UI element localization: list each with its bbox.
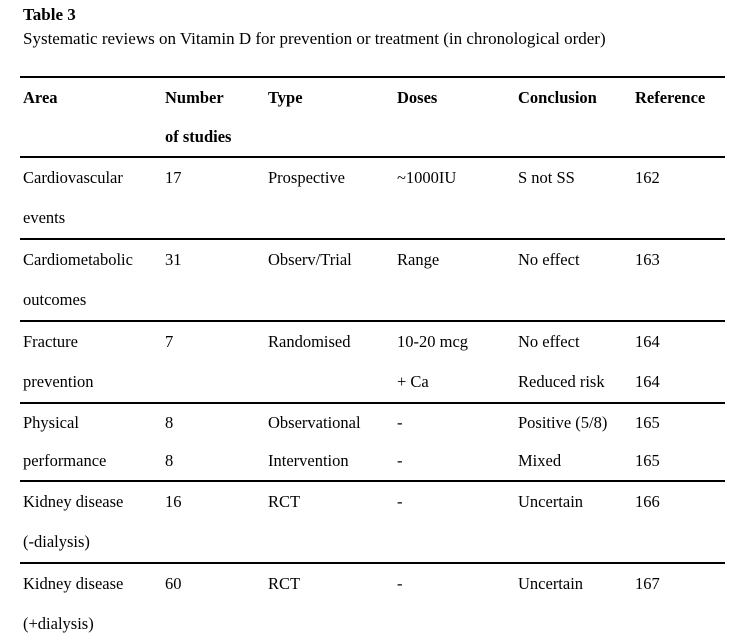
col-header-number: Number	[165, 88, 224, 107]
cell-reference	[632, 198, 725, 239]
cell-number	[162, 522, 265, 563]
cell-area: Cardiovascular	[23, 168, 123, 187]
cell-type	[265, 280, 394, 321]
cell-area: Cardiometabolic	[23, 250, 133, 269]
table-caption: Systematic reviews on Vitamin D for prev…	[23, 29, 606, 48]
table-row: Cardiometabolic 31 Observ/Trial Range No…	[20, 239, 725, 321]
cell-area: performance	[23, 451, 107, 470]
cell-number: 8	[165, 413, 174, 432]
col-header-conclusion: Conclusion	[518, 88, 597, 107]
cell-area: Fracture	[23, 332, 78, 351]
col-header-doses-2	[394, 117, 515, 157]
cell-type: Observ/Trial	[268, 250, 352, 269]
table-number: Table 3	[23, 5, 76, 24]
cell-area: Kidney disease	[23, 492, 124, 511]
cell-area: events	[23, 208, 66, 227]
cell-conclusion: Reduced risk	[518, 372, 605, 391]
cell-reference: 167	[635, 574, 660, 593]
cell-type: Observational	[268, 413, 361, 432]
cell-reference	[632, 280, 725, 321]
cell-conclusion: No effect	[518, 332, 580, 351]
cell-number: 7	[165, 332, 174, 351]
title-block: Table 3 Systematic reviews on Vitamin D …	[0, 0, 749, 50]
cell-number	[162, 280, 265, 321]
cell-type: RCT	[268, 574, 301, 593]
col-header-reference: Reference	[635, 88, 706, 107]
cell-doses: 10-20 mcg	[397, 332, 469, 351]
cell-type: Randomised	[268, 332, 351, 351]
col-header-type-2	[265, 117, 394, 157]
cell-doses: -	[397, 451, 403, 470]
cell-reference: 164	[635, 372, 660, 391]
cell-number	[162, 604, 265, 644]
col-header-type: Type	[268, 88, 303, 107]
cell-conclusion	[515, 522, 632, 563]
cell-conclusion: No effect	[518, 250, 580, 269]
cell-reference: 163	[635, 250, 660, 269]
cell-doses: Range	[397, 250, 440, 269]
col-header-conclusion-2	[515, 117, 632, 157]
cell-number: 16	[165, 492, 182, 511]
cell-type	[265, 198, 394, 239]
table-row: Fracture 7 Randomised 10-20 mcg No effec…	[20, 321, 725, 403]
cell-type	[265, 522, 394, 563]
cell-area: Physical	[23, 413, 79, 432]
cell-conclusion: Uncertain	[518, 574, 584, 593]
col-header-doses: Doses	[397, 88, 438, 107]
cell-type: Prospective	[268, 168, 345, 187]
cell-conclusion	[515, 280, 632, 321]
cell-area: Kidney disease	[23, 574, 124, 593]
cell-reference: 166	[635, 492, 660, 511]
cell-area: (-dialysis)	[23, 532, 90, 551]
cell-type	[265, 362, 394, 403]
cell-type	[265, 604, 394, 644]
header-line-2: of studies	[20, 117, 725, 157]
cell-reference	[632, 522, 725, 563]
cell-doses: + Ca	[397, 372, 429, 391]
cell-number	[162, 198, 265, 239]
cell-doses	[394, 280, 515, 321]
cell-doses	[394, 198, 515, 239]
table-row: Kidney disease 60 RCT - Uncertain 167 (+…	[20, 563, 725, 644]
cell-type: RCT	[268, 492, 301, 511]
cell-conclusion: Mixed	[518, 451, 562, 470]
cell-doses: -	[397, 413, 403, 432]
cell-doses	[394, 522, 515, 563]
cell-conclusion	[515, 604, 632, 644]
cell-conclusion	[515, 198, 632, 239]
cell-doses	[394, 604, 515, 644]
cell-number: 60	[165, 574, 182, 593]
cell-conclusion: S not SS	[518, 168, 575, 187]
cell-doses: -	[397, 492, 403, 511]
cell-conclusion: Positive (5/8)	[518, 413, 608, 432]
cell-reference: 165	[635, 413, 660, 432]
cell-doses: ~1000IU	[397, 168, 457, 187]
table-row: Kidney disease 16 RCT - Uncertain 166 (-…	[20, 481, 725, 563]
col-header-area: Area	[23, 88, 58, 107]
cell-number: 31	[165, 250, 182, 269]
cell-reference: 165	[635, 451, 660, 470]
cell-area: prevention	[23, 372, 94, 391]
col-header-reference-2	[632, 117, 725, 157]
cell-doses: -	[397, 574, 403, 593]
table-row: Cardiovascular 17 Prospective ~1000IU S …	[20, 157, 725, 239]
cell-conclusion: Uncertain	[518, 492, 584, 511]
header-line-1: Area Number Type Doses Conclusion Refere…	[20, 77, 725, 117]
cell-area: (+dialysis)	[23, 614, 94, 633]
cell-number: 8	[165, 451, 174, 470]
table-row: Physical 8 Observational - Positive (5/8…	[20, 403, 725, 481]
table-header: Area Number Type Doses Conclusion Refere…	[20, 77, 725, 157]
cell-reference: 162	[635, 168, 660, 187]
cell-reference: 164	[635, 332, 660, 351]
cell-area: outcomes	[23, 290, 87, 309]
cell-reference	[632, 604, 725, 644]
col-header-number-2: of studies	[165, 127, 232, 146]
systematic-reviews-table: Area Number Type Doses Conclusion Refere…	[20, 76, 725, 644]
col-header-area-2	[20, 117, 162, 157]
cell-number	[162, 362, 265, 403]
cell-number: 17	[165, 168, 182, 187]
cell-type: Intervention	[268, 451, 349, 470]
